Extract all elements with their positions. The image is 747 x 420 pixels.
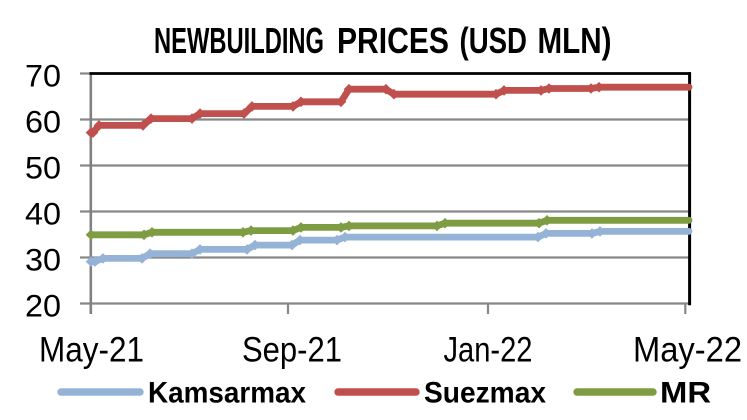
svg-text:Suezmax: Suezmax	[424, 377, 546, 410]
svg-text:NEWBUILDING: NEWBUILDING	[154, 20, 324, 61]
svg-text:40: 40	[25, 196, 61, 232]
svg-text:(USD: (USD	[460, 20, 528, 61]
svg-text:20: 20	[25, 288, 61, 324]
svg-text:PRICES: PRICES	[337, 20, 449, 61]
svg-text:50: 50	[25, 150, 61, 186]
svg-text:MLN): MLN)	[538, 20, 612, 61]
svg-text:Kamsarmax: Kamsarmax	[148, 377, 306, 410]
svg-text:30: 30	[25, 242, 61, 278]
svg-text:70: 70	[25, 58, 61, 94]
svg-text:May-21: May-21	[39, 330, 144, 370]
svg-text:May-22: May-22	[633, 330, 742, 370]
svg-text:60: 60	[25, 104, 61, 140]
svg-text:MR: MR	[660, 377, 711, 410]
svg-text:Sep-21: Sep-21	[242, 330, 342, 370]
svg-text:Jan-22: Jan-22	[444, 330, 533, 370]
